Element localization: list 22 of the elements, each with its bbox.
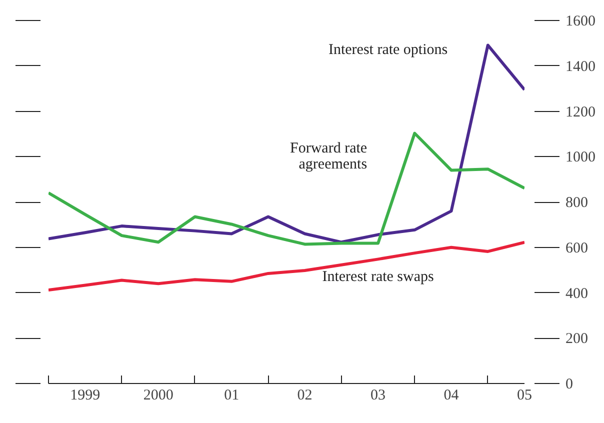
line-series	[48, 44, 524, 244]
y-tick-label: 200	[566, 331, 588, 348]
x-tick-label: 2000	[143, 388, 174, 404]
y-tick-label: 1600	[566, 14, 596, 30]
y-tick-label: 800	[566, 195, 588, 211]
x-tick-label: 1999	[70, 388, 100, 404]
line-series	[48, 132, 524, 246]
y-tick-label: 1400	[566, 58, 596, 75]
line-series	[48, 240, 524, 292]
y-tick-label: 400	[566, 286, 588, 302]
y-tick-label: 1000	[566, 150, 596, 166]
x-tick-label: 02	[297, 388, 312, 404]
y-tick-label: 1200	[566, 104, 596, 120]
x-tick-label: 04	[444, 388, 460, 404]
x-tick-label: 03	[370, 388, 386, 404]
x-tick-label: 01	[224, 388, 240, 404]
y-tick-label: 0	[566, 376, 573, 392]
x-tick-label: 05	[517, 388, 532, 404]
series-label: Interest rate swaps	[322, 268, 434, 285]
text: Forward rate agreements	[290, 140, 368, 173]
y-tick-label: 600	[566, 240, 588, 256]
text: Interest rate options	[328, 42, 448, 58]
